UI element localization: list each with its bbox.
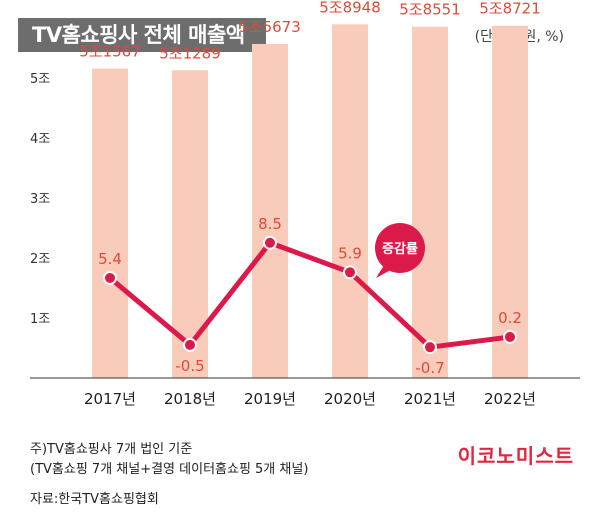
bar-value-label: 5조1289 [159,44,221,62]
bar [252,43,288,378]
x-tick-label: 2021년 [404,390,456,408]
growth-point [423,340,437,355]
bar-value-label: 5조8721 [479,0,541,18]
growth-point [503,329,517,344]
growth-value-label: -0.7 [415,359,444,377]
x-tick-label: 2019년 [244,390,296,408]
bar [492,25,528,378]
chart-title: TV홈쇼핑사 전체 매출액 [18,18,266,52]
publisher-logo: 이코노미스트 [457,444,574,468]
bar-value-label: 5조8551 [399,1,461,19]
x-tick-label: 2017년 [84,390,136,408]
growth-value-label: 5.9 [338,244,362,262]
footnote-line-1: 주)TV홈쇼핑사 7개 법인 기준 [30,442,193,457]
y-tick-label: 5조 [30,72,50,87]
callout-bubble [375,223,425,273]
bar [412,26,448,378]
growth-point [343,265,357,280]
x-tick-label: 2020년 [324,390,376,408]
growth-point [103,270,117,285]
growth-value-label: 0.2 [498,309,522,327]
growth-value-label: -0.5 [175,357,204,375]
bar-value-label: 5조1567 [79,43,141,61]
y-tick-label: 4조 [30,132,50,147]
y-tick-label: 1조 [30,312,50,327]
x-tick-label: 2022년 [484,390,536,408]
footnotes: 주)TV홈쇼핑사 7개 법인 기준 (TV홈쇼핑 7개 채널+결영 데이터홈쇼핑… [30,440,308,480]
growth-point [183,337,197,352]
growth-line [108,240,511,350]
bar-value-label: 5조8948 [319,0,381,16]
bar [332,24,368,378]
bar-value-label: 5조5673 [239,18,301,36]
x-tick-label: 2018년 [164,390,216,408]
growth-point [263,235,277,250]
source-note: 자료:한국TV홈쇼핑협회 [30,492,159,507]
callout-label: 증감률 [382,242,418,257]
y-tick-label: 3조 [30,192,50,207]
footnote-line-2: (TV홈쇼핑 7개 채널+결영 데이터홈쇼핑 5개 채널) [30,462,309,477]
chart: 1조 2조 3조 4조 5조 5조1567 5조1289 5조5673 5조8948 5조8551… [30,0,580,408]
y-tick-label: 2조 [30,252,50,267]
bar [92,68,128,379]
growth-value-label: 5.4 [98,250,122,268]
growth-value-label: 8.5 [258,215,282,233]
